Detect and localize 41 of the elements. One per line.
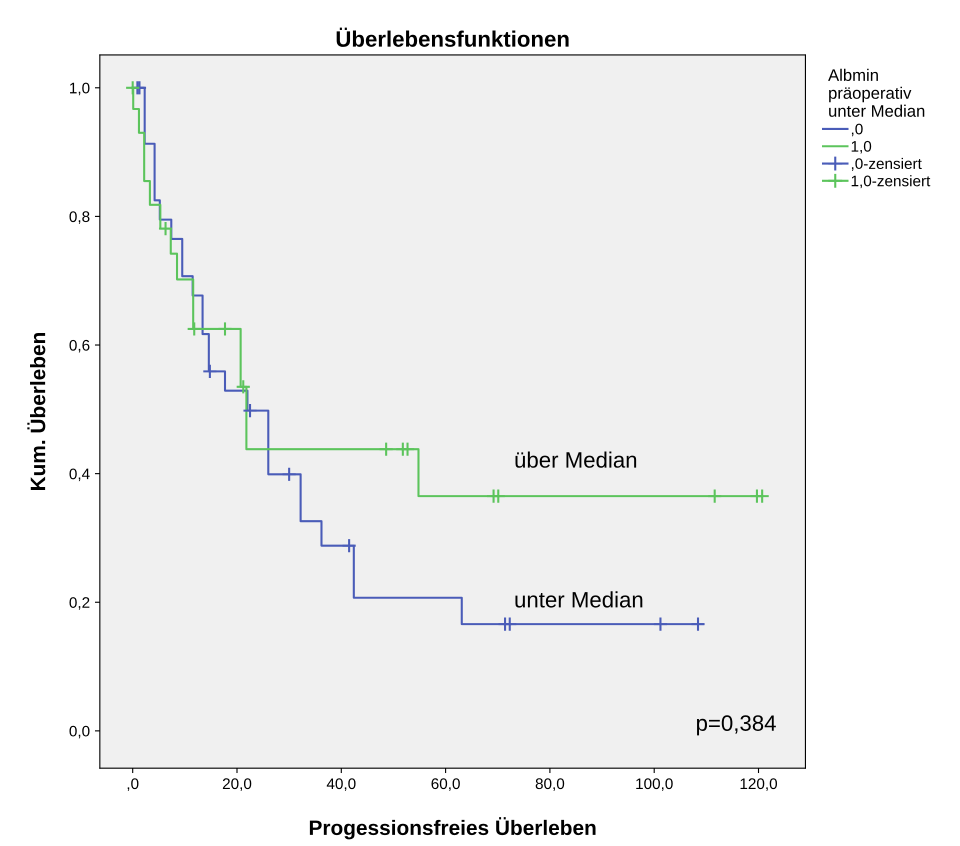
- x-tick-label: 120,0: [740, 778, 778, 791]
- point: [202, 364, 218, 380]
- point: [690, 616, 706, 632]
- point: [378, 442, 394, 457]
- point: [242, 402, 258, 418]
- annotation: unter Median: [515, 591, 642, 608]
- x-tick-label: 80,0: [536, 778, 564, 791]
- y-tick-label: 0,0: [69, 726, 90, 738]
- point: [707, 488, 722, 504]
- y-tick-label: 0,6: [69, 340, 90, 353]
- annotation: über Median: [516, 451, 636, 468]
- annotation: p=0,384: [697, 715, 776, 736]
- point: [282, 466, 297, 482]
- point: [502, 616, 518, 632]
- y-tick-label: 0,4: [69, 468, 90, 482]
- y-tick-label: 0,8: [69, 211, 90, 224]
- point: [341, 538, 357, 554]
- x-tick-label: 100,0: [636, 778, 673, 791]
- x-tick-label: 40,0: [326, 778, 356, 791]
- point: [754, 488, 770, 504]
- point: [217, 321, 233, 337]
- y-tick-label: 0,2: [69, 597, 90, 610]
- legend-label: ,0-zensiert: [852, 158, 922, 171]
- point: [186, 321, 202, 337]
- y-axis-title: Kum. Überleben: [27, 332, 46, 490]
- point: [125, 80, 140, 96]
- point: [400, 442, 416, 457]
- x-tick-label: 20,0: [222, 778, 252, 791]
- x-axis-title: Progessionsfreies Überleben: [310, 817, 596, 840]
- chart-title: Überlebensfunktionen: [336, 28, 569, 47]
- point: [158, 220, 174, 236]
- point: [490, 488, 506, 504]
- point: [236, 379, 251, 394]
- legend-label: ,0: [852, 124, 863, 136]
- x-tick-label: ,0: [128, 778, 138, 791]
- legend-label: 1,0: [852, 140, 872, 154]
- legend-title: Albmin präoperativ unter Median: [828, 68, 924, 117]
- legend-label: 1,0-zensiert: [852, 175, 930, 188]
- point: [652, 616, 668, 632]
- y-tick-label: 1,0: [70, 82, 90, 96]
- x-tick-label: 60,0: [432, 778, 460, 791]
